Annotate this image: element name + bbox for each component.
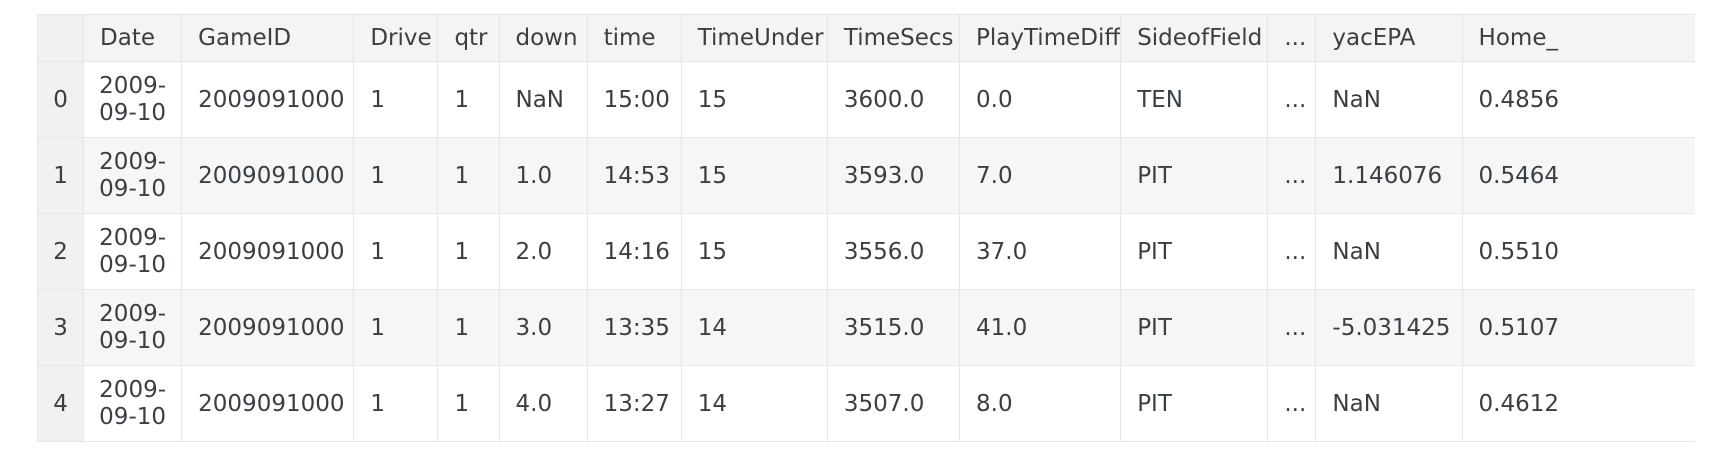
drive-cell: 1 <box>353 213 439 290</box>
row-index: 2 <box>37 213 85 290</box>
sideoffield-cell: TEN <box>1120 61 1269 138</box>
table-row: 0 2009- 09-10 2009091000 1 1 NaN 15:00 15… <box>37 61 1695 138</box>
ellipsis-cell: ... <box>1267 365 1317 442</box>
table-row: 4 2009- 09-10 2009091000 1 1 4.0 13:27 14… <box>37 365 1695 442</box>
column-header-ellipsis: ... <box>1267 14 1317 62</box>
row-index: 1 <box>37 137 85 214</box>
gameid-cell: 2009091000 <box>181 289 355 366</box>
column-header-timesecs: TimeSecs <box>826 14 961 62</box>
time-cell: 14:53 <box>586 137 682 214</box>
home-cell: 0.5107 <box>1461 289 1695 366</box>
table-row: 1 2009- 09-10 2009091000 1 1 1.0 14:53 15… <box>37 137 1695 214</box>
qtr-cell: 1 <box>437 365 500 442</box>
row-index: 4 <box>37 365 85 442</box>
yacepa-cell: NaN <box>1315 61 1463 138</box>
column-header-sideoffield: SideofField <box>1120 14 1269 62</box>
date-cell: 2009- 09-10 <box>83 137 183 214</box>
sideoffield-cell: PIT <box>1120 365 1269 442</box>
ellipsis-cell: ... <box>1267 137 1317 214</box>
yacepa-cell: NaN <box>1315 365 1463 442</box>
playtimediff-cell: 37.0 <box>958 213 1122 290</box>
dataframe-output: Date GameID Drive qtr down time TimeUnde… <box>37 14 1695 443</box>
gameid-cell: 2009091000 <box>181 137 355 214</box>
column-header-qtr: qtr <box>437 14 500 62</box>
column-header-yacepa: yacEPA <box>1315 14 1463 62</box>
timeunder-cell: 15 <box>680 61 828 138</box>
yacepa-cell: 1.146076 <box>1315 137 1463 214</box>
timesecs-cell: 3593.0 <box>826 137 961 214</box>
yacepa-cell: -5.031425 <box>1315 289 1463 366</box>
date-cell: 2009- 09-10 <box>83 61 183 138</box>
down-cell: NaN <box>498 61 588 138</box>
ellipsis-cell: ... <box>1267 61 1317 138</box>
sideoffield-cell: PIT <box>1120 289 1269 366</box>
sideoffield-cell: PIT <box>1120 137 1269 214</box>
drive-cell: 1 <box>353 61 439 138</box>
playtimediff-cell: 7.0 <box>958 137 1122 214</box>
column-header-date: Date <box>83 14 183 62</box>
drive-cell: 1 <box>353 137 439 214</box>
timeunder-cell: 15 <box>680 213 828 290</box>
timesecs-cell: 3507.0 <box>826 365 961 442</box>
column-header-home: Home_ <box>1461 14 1695 62</box>
qtr-cell: 1 <box>437 289 500 366</box>
playtimediff-cell: 8.0 <box>958 365 1122 442</box>
column-header-gameid: GameID <box>181 14 355 62</box>
down-cell: 1.0 <box>498 137 588 214</box>
gameid-cell: 2009091000 <box>181 61 355 138</box>
qtr-cell: 1 <box>437 61 500 138</box>
row-index: 0 <box>37 61 85 138</box>
date-cell: 2009- 09-10 <box>83 289 183 366</box>
drive-cell: 1 <box>353 289 439 366</box>
date-cell: 2009- 09-10 <box>83 213 183 290</box>
timesecs-cell: 3600.0 <box>826 61 961 138</box>
column-header-playtimediff: PlayTimeDiff <box>958 14 1122 62</box>
playtimediff-cell: 41.0 <box>958 289 1122 366</box>
down-cell: 3.0 <box>498 289 588 366</box>
column-header-down: down <box>498 14 588 62</box>
ellipsis-cell: ... <box>1267 213 1317 290</box>
home-cell: 0.4612 <box>1461 365 1695 442</box>
time-cell: 13:35 <box>586 289 682 366</box>
home-cell: 0.5464 <box>1461 137 1695 214</box>
index-header <box>37 14 85 62</box>
gameid-cell: 2009091000 <box>181 365 355 442</box>
column-header-timeunder: TimeUnder <box>680 14 828 62</box>
drive-cell: 1 <box>353 365 439 442</box>
timeunder-cell: 15 <box>680 137 828 214</box>
table-row: 3 2009- 09-10 2009091000 1 1 3.0 13:35 14… <box>37 289 1695 366</box>
time-cell: 15:00 <box>586 61 682 138</box>
timeunder-cell: 14 <box>680 365 828 442</box>
ellipsis-cell: ... <box>1267 289 1317 366</box>
down-cell: 2.0 <box>498 213 588 290</box>
column-header-time: time <box>586 14 682 62</box>
playtimediff-cell: 0.0 <box>958 61 1122 138</box>
header-row: Date GameID Drive qtr down time TimeUnde… <box>37 14 1695 62</box>
timesecs-cell: 3515.0 <box>826 289 961 366</box>
qtr-cell: 1 <box>437 137 500 214</box>
time-cell: 14:16 <box>586 213 682 290</box>
timesecs-cell: 3556.0 <box>826 213 961 290</box>
down-cell: 4.0 <box>498 365 588 442</box>
date-cell: 2009- 09-10 <box>83 365 183 442</box>
home-cell: 0.5510 <box>1461 213 1695 290</box>
row-index: 3 <box>37 289 85 366</box>
column-header-drive: Drive <box>353 14 439 62</box>
table-row: 2 2009- 09-10 2009091000 1 1 2.0 14:16 15… <box>37 213 1695 290</box>
sideoffield-cell: PIT <box>1120 213 1269 290</box>
timeunder-cell: 14 <box>680 289 828 366</box>
time-cell: 13:27 <box>586 365 682 442</box>
gameid-cell: 2009091000 <box>181 213 355 290</box>
dataframe-table: Date GameID Drive qtr down time TimeUnde… <box>37 14 1695 442</box>
yacepa-cell: NaN <box>1315 213 1463 290</box>
home-cell: 0.4856 <box>1461 61 1695 138</box>
qtr-cell: 1 <box>437 213 500 290</box>
